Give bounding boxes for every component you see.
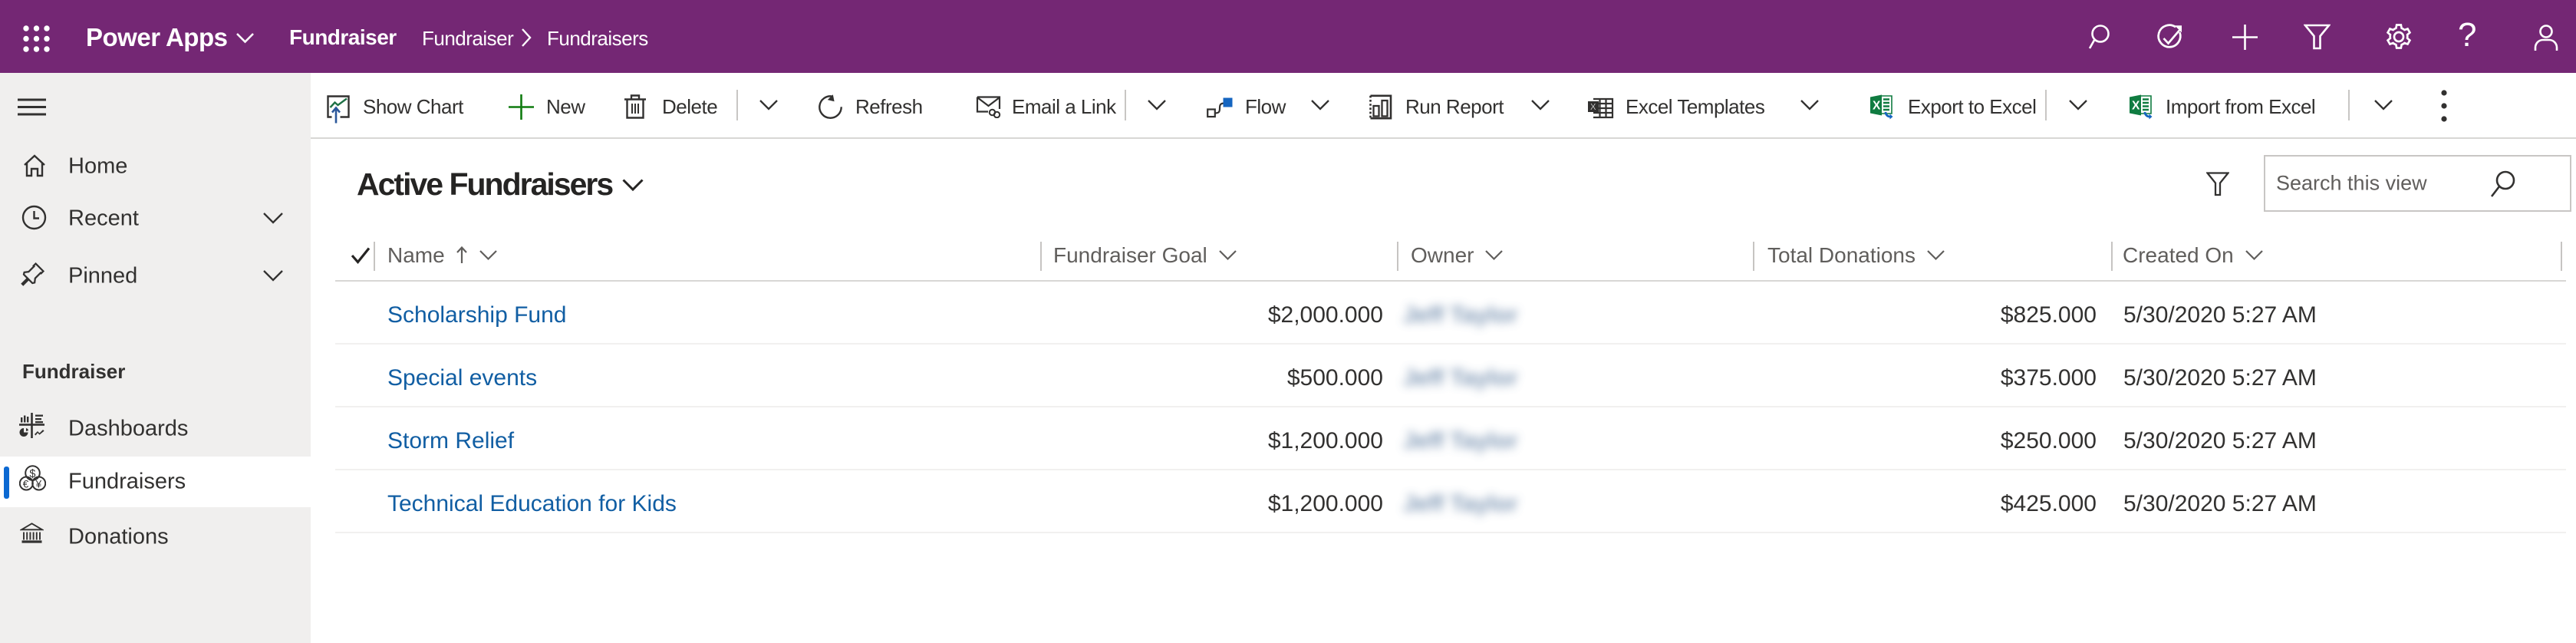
svg-text:X: X [1589,101,1596,112]
svg-text:X: X [2132,100,2140,113]
svg-text:€: € [23,479,29,490]
svg-text:$: $ [29,468,35,480]
svg-text:X: X [1873,100,1881,113]
svg-text:¥: ¥ [35,479,42,490]
